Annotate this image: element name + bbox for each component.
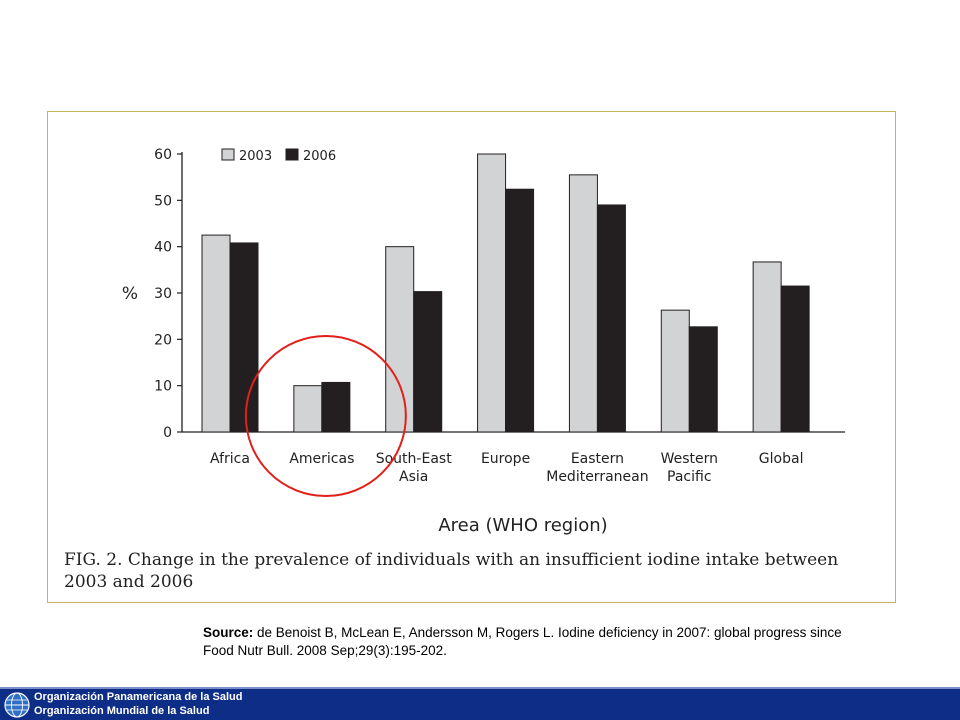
source-line-2: Food Nutr Bull. 2008 Sep;29(3):195-202.: [203, 643, 447, 658]
x-category-label: Global: [759, 451, 804, 467]
x-category-label: Asia: [399, 469, 428, 485]
bar-2006-africa: [229, 242, 259, 433]
y-tick-label: 40: [154, 240, 172, 256]
y-axis-label: %: [122, 284, 138, 304]
x-category-label: Africa: [210, 451, 250, 467]
bar-2006-global: [780, 285, 810, 433]
y-tick-label: 50: [154, 193, 172, 209]
bar-chart: 0 10 20 30 40 50 60% Africa Americas South-East As…: [122, 147, 845, 536]
bar-2006-europe: [505, 188, 535, 433]
source-label: Source:: [203, 625, 254, 640]
legend-swatch-2003: [221, 148, 235, 161]
y-tick-label: 60: [154, 147, 172, 163]
bar-2003-western-pacific: [660, 309, 690, 433]
bar-2003-europe: [477, 153, 507, 433]
footer-org-line-1: Organización Panamericana de la Salud: [34, 691, 243, 703]
x-category-label: Americas: [289, 451, 354, 467]
bar-2003-south-east-asia: [385, 246, 415, 433]
bar-2006-western-pacific: [688, 326, 718, 433]
globe-logo-icon: [4, 692, 30, 718]
legend-label-2003: 2003: [239, 149, 272, 164]
y-tick-label: 30: [154, 286, 172, 302]
x-category-label: South-East: [376, 451, 452, 467]
footer-org-line-2: Organización Mundial de la Salud: [34, 705, 210, 717]
chart-frame: 0 10 20 30 40 50 60% Africa Americas South-East As…: [47, 111, 896, 603]
bar-2003-americas: [293, 385, 323, 433]
x-axis-label: Area (WHO region): [438, 515, 607, 536]
y-tick-label: 20: [154, 332, 172, 348]
bar-2003-africa: [201, 234, 231, 433]
source-text-1: de Benoist B, McLean E, Andersson M, Rog…: [257, 625, 842, 640]
legend-label-2006: 2006: [303, 149, 336, 164]
x-category-label: Western: [661, 451, 718, 467]
y-tick-label: 10: [154, 379, 172, 395]
caption-line-2: 2003 and 2006: [64, 572, 194, 592]
caption-line-1: FIG. 2. Change in the prevalence of indi…: [64, 550, 839, 570]
footer-bar: Organización Panamericana de la Salud Or…: [0, 687, 960, 720]
source-line-1: Source: de Benoist B, McLean E, Andersso…: [203, 624, 960, 642]
legend-swatch-2006: [285, 148, 299, 161]
highlight-circle: [244, 335, 407, 497]
bar-2006-south-east-asia: [413, 291, 443, 433]
figure-caption: FIG. 2. Change in the prevalence of indi…: [64, 549, 864, 593]
x-category-label: Eastern: [571, 451, 624, 467]
bar-2006-americas: [321, 381, 351, 433]
x-category-label: Europe: [481, 451, 530, 467]
source-citation: Source: de Benoist B, McLean E, Andersso…: [203, 624, 960, 660]
x-category-label: Mediterranean: [546, 469, 648, 485]
bar-2006-eastern-mediterranean: [596, 204, 626, 433]
bar-2003-eastern-mediterranean: [568, 174, 598, 433]
bar-2003-global: [752, 261, 782, 433]
x-category-label: Pacific: [667, 469, 712, 485]
y-tick-label: 0: [163, 425, 172, 441]
